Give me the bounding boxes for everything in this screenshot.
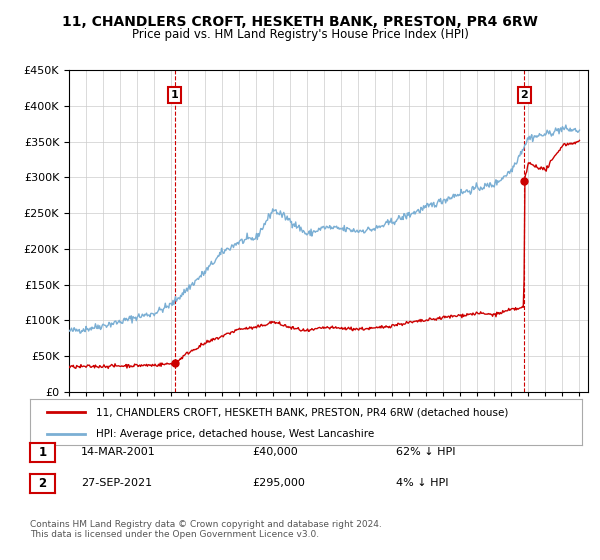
Text: 1: 1 bbox=[38, 446, 47, 459]
Text: 4% ↓ HPI: 4% ↓ HPI bbox=[396, 478, 449, 488]
Text: 62% ↓ HPI: 62% ↓ HPI bbox=[396, 447, 455, 457]
Text: 2: 2 bbox=[38, 477, 47, 490]
Text: Contains HM Land Registry data © Crown copyright and database right 2024.
This d: Contains HM Land Registry data © Crown c… bbox=[30, 520, 382, 539]
Text: 1: 1 bbox=[170, 90, 178, 100]
Text: 27-SEP-2021: 27-SEP-2021 bbox=[81, 478, 152, 488]
Text: 14-MAR-2001: 14-MAR-2001 bbox=[81, 447, 156, 457]
Text: £40,000: £40,000 bbox=[252, 447, 298, 457]
Text: £295,000: £295,000 bbox=[252, 478, 305, 488]
Text: Price paid vs. HM Land Registry's House Price Index (HPI): Price paid vs. HM Land Registry's House … bbox=[131, 28, 469, 41]
Text: HPI: Average price, detached house, West Lancashire: HPI: Average price, detached house, West… bbox=[96, 429, 374, 438]
Text: 11, CHANDLERS CROFT, HESKETH BANK, PRESTON, PR4 6RW (detached house): 11, CHANDLERS CROFT, HESKETH BANK, PREST… bbox=[96, 407, 509, 417]
Text: 11, CHANDLERS CROFT, HESKETH BANK, PRESTON, PR4 6RW: 11, CHANDLERS CROFT, HESKETH BANK, PREST… bbox=[62, 15, 538, 29]
Text: 2: 2 bbox=[520, 90, 528, 100]
